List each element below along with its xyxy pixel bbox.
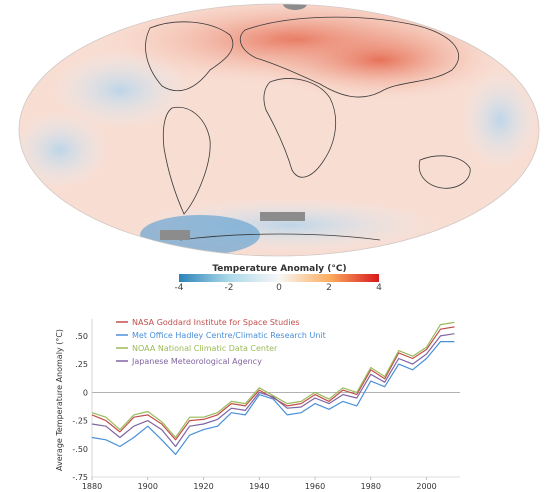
y-tick-label: -.50 <box>72 445 88 454</box>
x-tick-label: 1980 <box>361 482 381 491</box>
temperature-line-chart: Average Temperature Anomaly (°C) .50 .25 0… <box>55 318 460 491</box>
colorbar-tick: 2 <box>326 283 332 293</box>
x-tick-label: 1960 <box>305 482 325 491</box>
temperature-anomaly-map <box>18 3 540 257</box>
continent-outlines <box>145 16 471 241</box>
y-tick-label: 0 <box>83 388 88 397</box>
legend-label: NASA Goddard Institute for Space Studies <box>132 318 300 327</box>
colorbar-tick: 4 <box>376 283 382 293</box>
series-line-3 <box>91 333 455 448</box>
y-tick-label: .50 <box>75 332 88 341</box>
x-tick-label: 1940 <box>249 482 269 491</box>
colorbar-title: Temperature Anomaly (°C) <box>212 264 347 274</box>
x-tick-label: 1920 <box>193 482 213 491</box>
chart-series <box>91 321 455 455</box>
colorbar-tick: 0 <box>276 283 282 293</box>
legend-label: NOAA National Climatic Data Center <box>132 344 278 353</box>
y-tick-label: .25 <box>75 360 88 369</box>
legend-label: Japanese Meteorological Agency <box>131 357 262 366</box>
chart-legend: NASA Goddard Institute for Space Studies… <box>116 318 326 366</box>
map-globe <box>19 4 539 256</box>
y-axis-label: Average Temperature Anomaly (°C) <box>55 329 64 471</box>
x-tick-label: 1900 <box>138 482 158 491</box>
x-tick-label: 2000 <box>416 482 436 491</box>
x-tick-label: 1880 <box>82 482 102 491</box>
series-line-1 <box>91 340 455 455</box>
series-line-2 <box>91 321 455 439</box>
series-line-0 <box>91 326 455 441</box>
colorbar-tick: -2 <box>224 283 234 293</box>
legend-label: Met Office Hadley Centre/Climatic Resear… <box>132 331 326 340</box>
colorbar: Temperature Anomaly (°C) -4 -2 0 2 4 <box>0 258 559 298</box>
y-tick-label: -.25 <box>72 417 88 426</box>
y-tick-label: -.75 <box>72 473 88 482</box>
colorbar-gradient <box>179 274 379 282</box>
colorbar-tick: -4 <box>174 283 184 293</box>
